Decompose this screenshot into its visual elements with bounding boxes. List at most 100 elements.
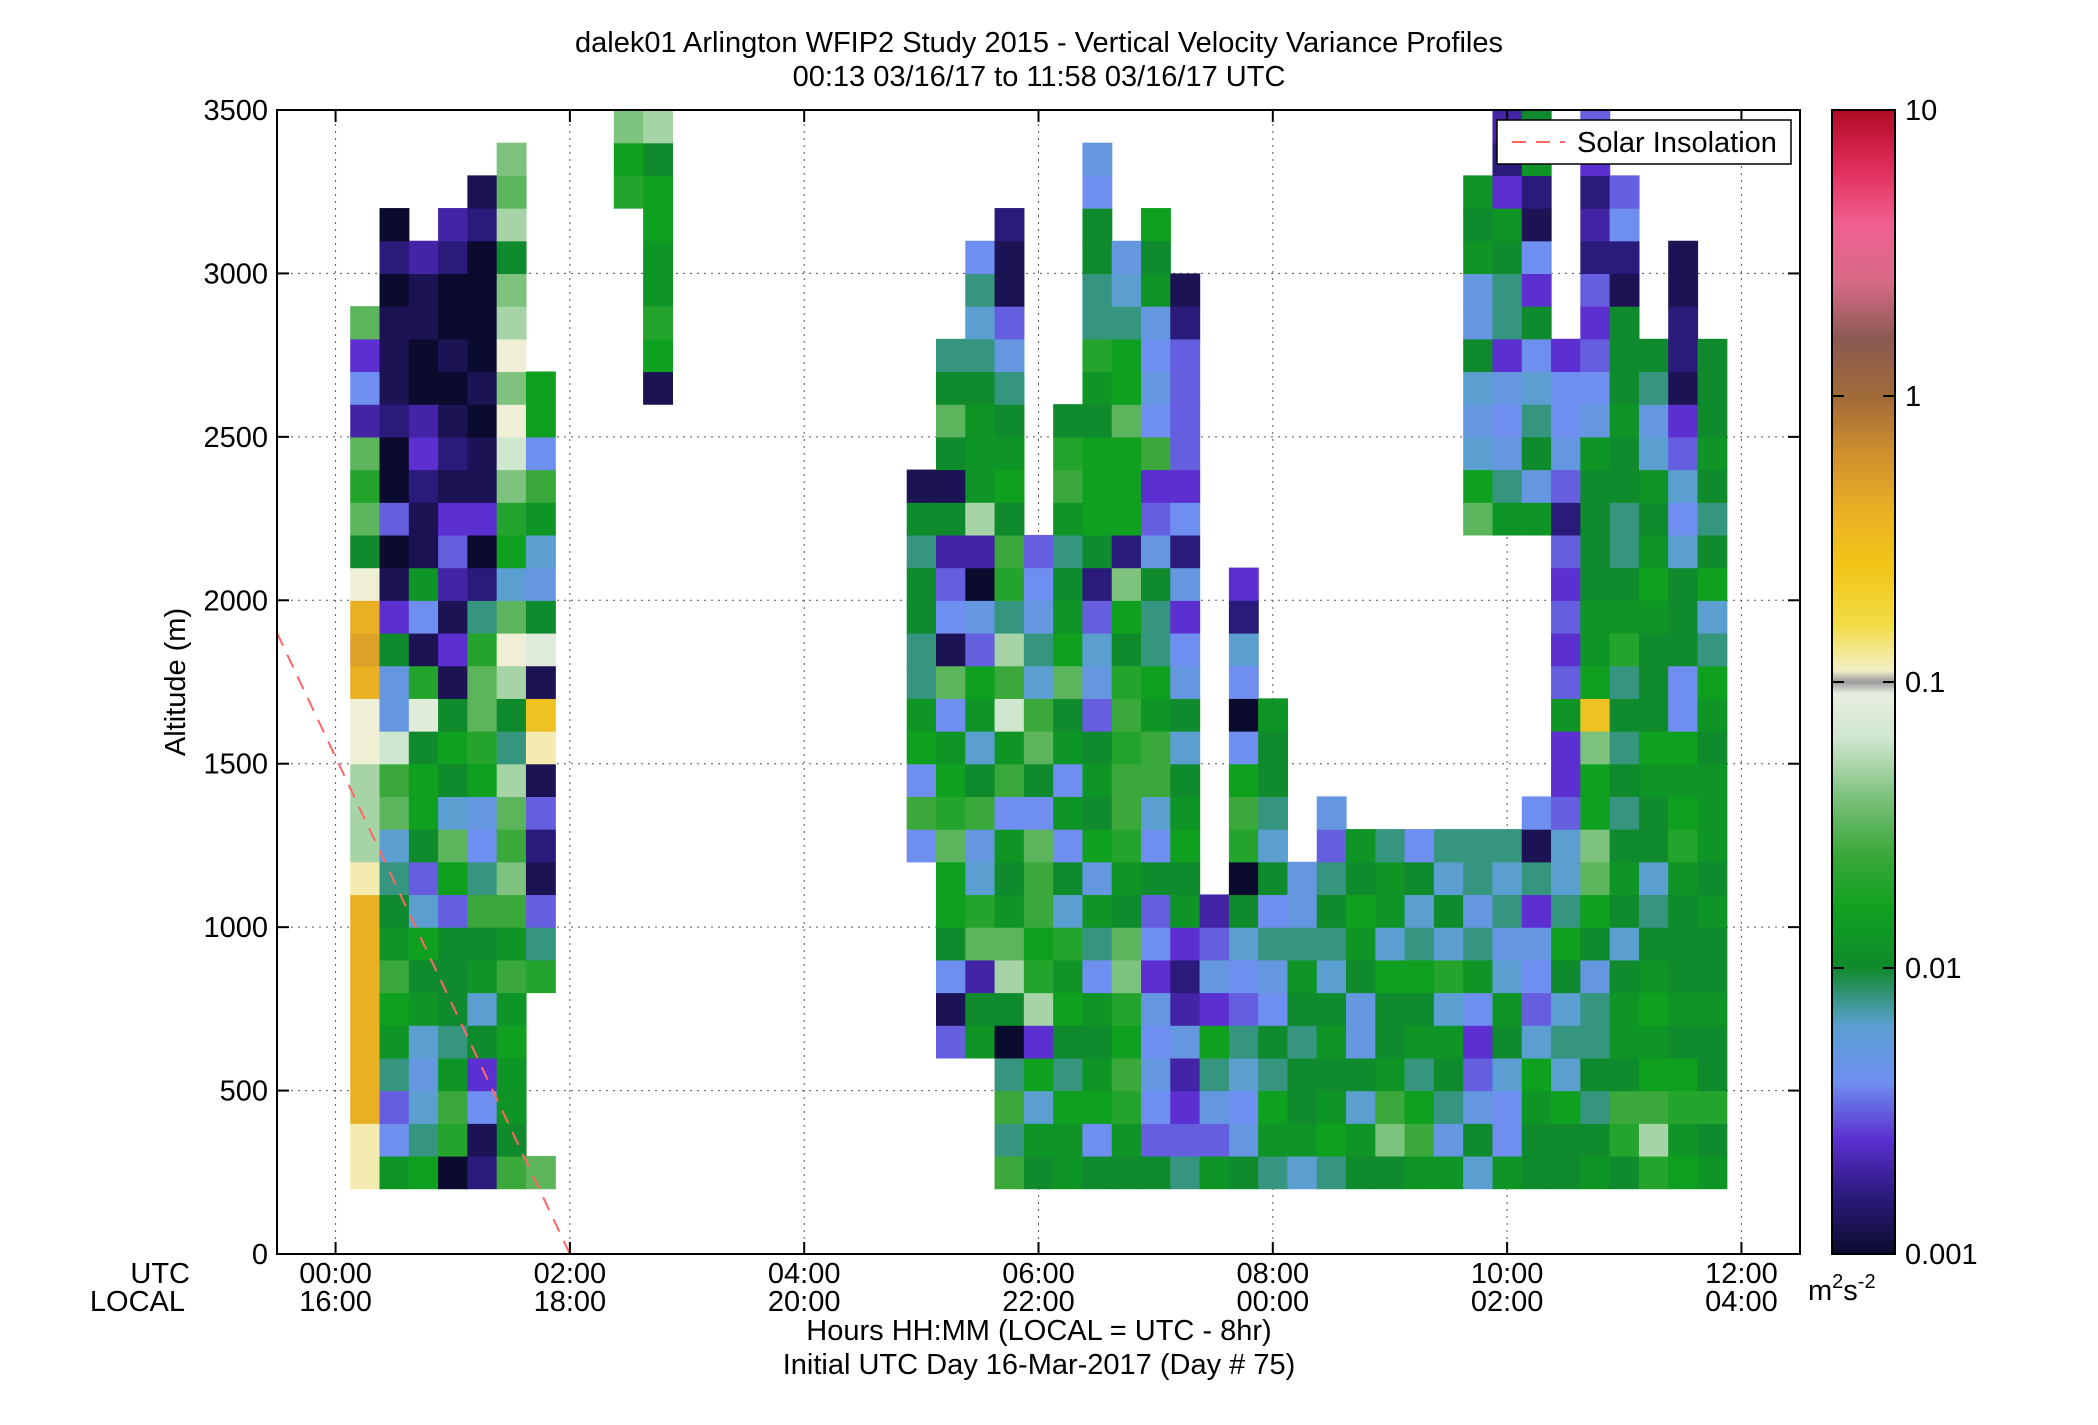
variance-cell [1551,567,1581,601]
variance-cell [525,796,556,830]
variance-cell [1082,1090,1113,1124]
variance-cell [1316,1123,1347,1157]
variance-cell [1053,698,1084,732]
variance-cell [408,567,439,601]
variance-cell [1023,861,1054,896]
variance-cell [994,632,1025,667]
variance-cell [1609,273,1640,307]
variance-cell [1609,763,1640,797]
variance-cell [1111,436,1142,471]
variance-cell [1082,632,1113,667]
variance-cell [525,927,556,961]
variance-cell [1668,306,1699,340]
variance-cell [1697,1025,1728,1059]
variance-cell [496,502,527,536]
variance-cell [1141,829,1171,863]
variance-cell [467,632,498,667]
variance-cell [643,110,673,111]
variance-cell [935,1025,966,1059]
variance-cell [1053,927,1084,961]
variance-cell [1053,861,1084,896]
variance-cell [525,600,556,634]
variance-cell [1375,959,1406,994]
variance-cell [379,567,410,601]
variance-cell [1023,600,1054,634]
variance-cell [379,959,410,994]
variance-cell [1111,894,1142,928]
variance-cell [379,600,410,634]
solar-insolation-line [277,632,571,1254]
variance-cell [1141,959,1171,994]
variance-cell [1609,1123,1640,1157]
variance-cell [438,829,468,863]
variance-cell [1697,469,1728,503]
variance-cell [994,829,1025,863]
variance-cell [1492,1057,1523,1092]
variance-cell [1609,1155,1640,1190]
variance-cell [1638,796,1669,830]
variance-cell [438,763,468,797]
variance-cell [1258,861,1289,896]
variance-cell [408,338,439,373]
variance-cell [994,469,1025,503]
variance-cell [1492,240,1523,275]
variance-cell [1228,567,1259,601]
y-tick-label: 0 [252,1239,268,1271]
variance-cell [496,469,527,503]
variance-cell [467,731,498,765]
variance-cell [1228,665,1259,699]
variance-cell [1375,894,1406,928]
variance-cell [1668,1155,1699,1190]
variance-cell [467,698,498,732]
variance-cell [1697,338,1728,373]
variance-cell [1638,829,1669,863]
variance-cell [1082,338,1113,373]
variance-cell [643,306,673,340]
variance-cell [1668,567,1699,601]
variance-cell [1492,436,1523,471]
variance-cell [994,306,1025,340]
variance-cell [1404,829,1435,863]
variance-cell [1492,404,1523,438]
variance-cell [525,534,556,569]
variance-cell [1463,404,1494,438]
variance-cell [1638,763,1669,797]
variance-cell [438,959,468,994]
variance-cell [994,698,1025,732]
variance-cell [1082,502,1113,536]
variance-cell [1199,959,1230,994]
variance-cell [1346,1123,1376,1157]
variance-cell [1346,1057,1376,1092]
variance-cell [1258,829,1289,863]
variance-cell [1521,306,1552,340]
variance-cell [1170,796,1201,830]
variance-cell [438,567,468,601]
x-axis-label: Hours HH:MM (LOCAL = UTC - 8hr) [806,1315,1271,1347]
variance-cell [965,959,996,994]
variance-cell [935,665,966,699]
variance-cell [467,796,498,830]
variance-cell [350,600,381,634]
variance-cell [1638,861,1669,896]
variance-cell [1082,796,1113,830]
variance-cell [408,502,439,536]
variance-cell [1697,763,1728,797]
variance-cell [1053,796,1084,830]
variance-cell [1316,992,1347,1026]
variance-cell [350,992,381,1026]
variance-cell [1141,861,1171,896]
variance-cell [906,698,937,732]
variance-cell [1668,240,1699,275]
variance-cell [1697,992,1728,1026]
variance-cell [1111,731,1142,765]
variance-cell [379,829,410,863]
variance-cell [1228,1155,1259,1190]
variance-cell [1463,371,1494,405]
variance-cell [438,927,468,961]
variance-cell [467,959,498,994]
variance-cell [1697,567,1728,601]
variance-cell [1492,338,1523,373]
variance-cell [1023,829,1054,863]
variance-cell [1258,1025,1289,1059]
variance-cell [467,208,498,242]
